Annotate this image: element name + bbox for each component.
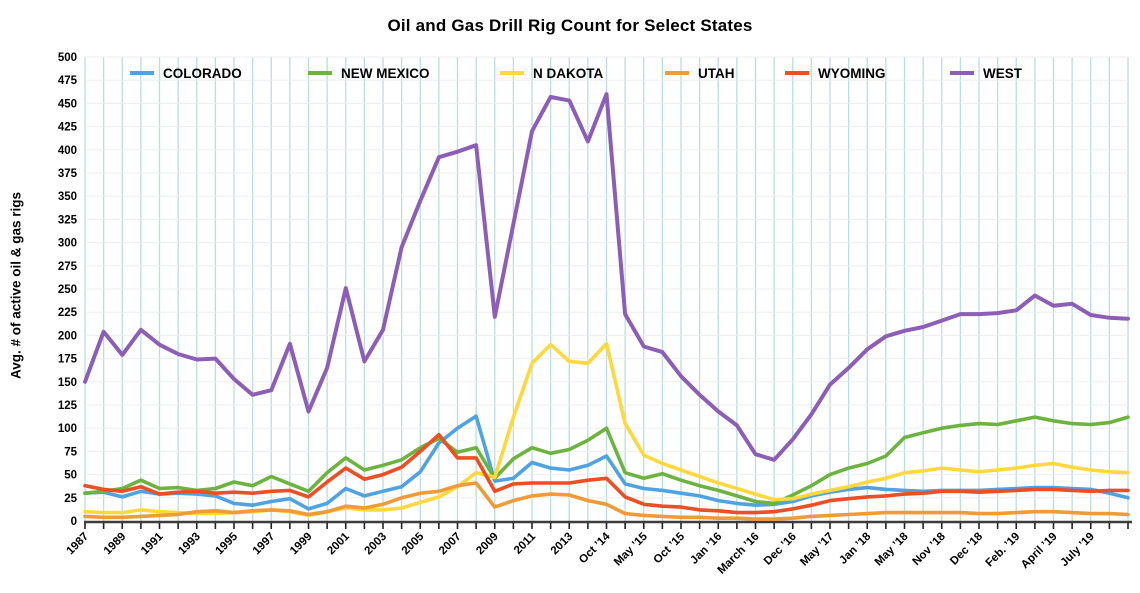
svg-text:500: 500 bbox=[58, 52, 77, 64]
series-west-line bbox=[83, 92, 1130, 462]
legend-label-utah: UTAH bbox=[698, 66, 735, 81]
series-new-mexico-line bbox=[83, 415, 1130, 506]
svg-text:2011: 2011 bbox=[512, 530, 539, 557]
horizontal-gridlines bbox=[85, 56, 1128, 499]
svg-text:Dec ’16: Dec ’16 bbox=[762, 531, 799, 568]
svg-text:1997: 1997 bbox=[251, 531, 278, 558]
series-utah-line bbox=[83, 481, 1130, 521]
svg-text:225: 225 bbox=[58, 307, 78, 319]
svg-text:25: 25 bbox=[64, 493, 77, 505]
svg-text:300: 300 bbox=[58, 238, 77, 250]
svg-text:2001: 2001 bbox=[325, 530, 352, 557]
svg-text:May ’18: May ’18 bbox=[873, 530, 911, 568]
svg-text:Oct ’14: Oct ’14 bbox=[577, 530, 613, 566]
svg-text:175: 175 bbox=[58, 354, 78, 366]
y-axis-labels: 0 25 50 75 100 125 150 175 200 225 250 275 300 325 350… bbox=[58, 52, 78, 528]
svg-text:200: 200 bbox=[58, 330, 77, 342]
svg-text:150: 150 bbox=[58, 377, 77, 389]
svg-text:July ’19: July ’19 bbox=[1059, 531, 1097, 569]
legend-label-colorado: COLORADO bbox=[163, 66, 242, 81]
legend-item-wyoming: WYOMING bbox=[785, 66, 886, 81]
svg-text:325: 325 bbox=[58, 214, 78, 226]
svg-text:May ’17: May ’17 bbox=[798, 531, 836, 569]
legend-label-wyoming: WYOMING bbox=[818, 66, 886, 81]
svg-text:2007: 2007 bbox=[437, 531, 464, 558]
svg-text:1987: 1987 bbox=[65, 531, 92, 558]
svg-text:100: 100 bbox=[58, 423, 77, 435]
svg-text:April ’19: April ’19 bbox=[1019, 531, 1060, 572]
legend: COLORADO NEW MEXICO N DAKOTA UTAH WYOMING WES… bbox=[130, 66, 1023, 81]
svg-text:2003: 2003 bbox=[363, 531, 390, 558]
svg-text:Dec ’18: Dec ’18 bbox=[948, 530, 985, 567]
series-wyoming-line bbox=[83, 432, 1130, 515]
svg-text:Jan ’16: Jan ’16 bbox=[688, 531, 724, 567]
legend-item-n-dakota: N DAKOTA bbox=[500, 66, 603, 81]
svg-text:Oct ’15: Oct ’15 bbox=[652, 530, 688, 566]
svg-text:450: 450 bbox=[58, 98, 77, 110]
svg-text:475: 475 bbox=[58, 75, 78, 87]
svg-text:1995: 1995 bbox=[214, 530, 241, 557]
svg-text:2013: 2013 bbox=[549, 531, 576, 558]
svg-text:50: 50 bbox=[64, 470, 77, 482]
svg-text:1991: 1991 bbox=[139, 530, 166, 557]
x-axis-labels: 1987 1989 1991 1993 1995 1997 1999 2001 2003 2005… bbox=[65, 530, 1097, 576]
svg-text:400: 400 bbox=[58, 145, 77, 157]
svg-text:Jan ’18: Jan ’18 bbox=[837, 530, 873, 566]
legend-item-new-mexico: NEW MEXICO bbox=[308, 66, 430, 81]
legend-item-west: WEST bbox=[950, 66, 1023, 81]
svg-text:425: 425 bbox=[58, 122, 78, 134]
legend-item-colorado: COLORADO bbox=[130, 66, 242, 81]
svg-text:250: 250 bbox=[58, 284, 77, 296]
legend-label-west: WEST bbox=[983, 66, 1023, 81]
svg-text:May ’15: May ’15 bbox=[612, 530, 650, 568]
svg-text:350: 350 bbox=[58, 191, 77, 203]
svg-text:1989: 1989 bbox=[102, 531, 129, 558]
svg-text:2005: 2005 bbox=[400, 530, 427, 557]
svg-text:275: 275 bbox=[58, 261, 78, 273]
svg-text:125: 125 bbox=[58, 400, 78, 412]
legend-label-n-dakota: N DAKOTA bbox=[533, 66, 603, 81]
svg-text:75: 75 bbox=[64, 446, 77, 458]
legend-label-new-mexico: NEW MEXICO bbox=[341, 66, 430, 81]
svg-text:1993: 1993 bbox=[176, 531, 203, 558]
svg-text:375: 375 bbox=[58, 168, 78, 180]
legend-item-utah: UTAH bbox=[665, 66, 735, 81]
svg-text:1999: 1999 bbox=[288, 531, 315, 558]
svg-text:2009: 2009 bbox=[474, 531, 501, 558]
x-axis-ticks bbox=[84, 523, 1129, 529]
svg-text:0: 0 bbox=[71, 516, 77, 528]
svg-text:Nov ’18: Nov ’18 bbox=[910, 530, 948, 568]
svg-text:Feb. ’19: Feb. ’19 bbox=[984, 531, 1023, 570]
chart-title: Oil and Gas Drill Rig Count for Select S… bbox=[387, 16, 753, 35]
